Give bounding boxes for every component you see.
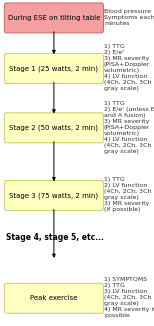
FancyBboxPatch shape xyxy=(4,53,103,83)
Text: Blood pressure
Symptoms each 2
minutes: Blood pressure Symptoms each 2 minutes xyxy=(104,9,154,26)
Text: 1) TTG
2) E/e' (unless E
and A fusion)
3) MR severity
(PISA+Doppler
volumetric)
: 1) TTG 2) E/e' (unless E and A fusion) 3… xyxy=(104,101,154,154)
Text: During ESE on tilting table: During ESE on tilting table xyxy=(8,15,100,21)
Text: 1) TTG
2) LV function
(4Ch, 2Ch, 3Ch
gray scale)
3) MR severity
(if possible): 1) TTG 2) LV function (4Ch, 2Ch, 3Ch gra… xyxy=(104,177,151,213)
Text: Stage 2 (50 watts, 2 min): Stage 2 (50 watts, 2 min) xyxy=(9,125,98,131)
Text: Peak exercise: Peak exercise xyxy=(30,295,78,301)
Text: 1) SYMPTOMS
2) TTG
3) LV function
(4Ch, 2Ch, 3Ch
gray scale)
4) MR severity if
p: 1) SYMPTOMS 2) TTG 3) LV function (4Ch, … xyxy=(104,277,154,318)
Text: Stage 1 (25 watts, 2 min): Stage 1 (25 watts, 2 min) xyxy=(9,65,98,72)
FancyBboxPatch shape xyxy=(4,181,103,211)
FancyBboxPatch shape xyxy=(4,113,103,143)
Text: Stage 4, stage 5, etc...: Stage 4, stage 5, etc... xyxy=(6,233,104,243)
Text: 1) TTG
2) E/e'
3) MR severity
(PISA+Doppler
volumetric)
4) LV function
(4Ch, 2Ch: 1) TTG 2) E/e' 3) MR severity (PISA+Dopp… xyxy=(104,44,151,91)
Text: Stage 3 (75 watts, 2 min): Stage 3 (75 watts, 2 min) xyxy=(9,192,98,199)
FancyBboxPatch shape xyxy=(4,3,103,33)
FancyBboxPatch shape xyxy=(4,283,103,313)
